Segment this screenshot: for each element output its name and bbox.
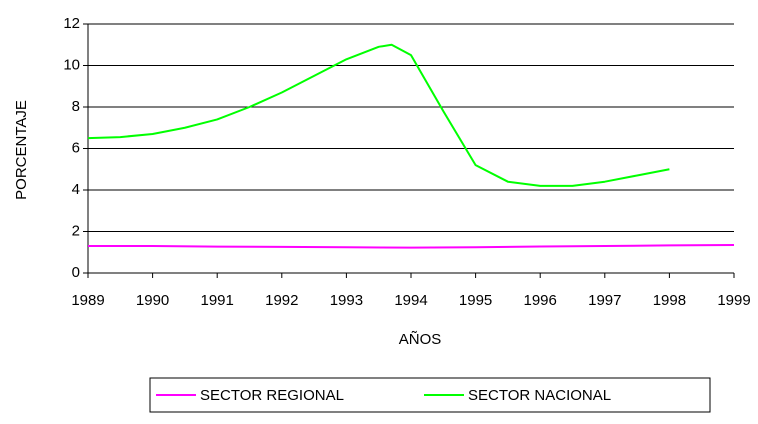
x-tick-label: 1994 <box>394 292 427 309</box>
y-axis-label: PORCENTAJE <box>13 100 30 200</box>
x-tick-label: 1989 <box>71 292 104 309</box>
x-tick-label: 1995 <box>459 292 492 309</box>
x-tick-label: 1998 <box>653 292 686 309</box>
series-line <box>88 243 735 249</box>
legend-label: SECTOR REGIONAL <box>200 387 344 404</box>
x-tick-label: 1996 <box>524 292 557 309</box>
y-tick-label: 8 <box>72 98 80 115</box>
y-tick-label: 6 <box>72 139 80 156</box>
x-tick-label: 1999 <box>717 292 750 309</box>
x-axis-label: AÑOS <box>399 331 442 348</box>
y-tick-label: 2 <box>72 222 80 239</box>
x-tick-label: 1991 <box>201 292 234 309</box>
x-tick-label: 1992 <box>265 292 298 309</box>
y-tick-label: 0 <box>72 264 80 281</box>
x-tick-label: 1993 <box>330 292 363 309</box>
x-tick-label: 1990 <box>136 292 169 309</box>
y-tick-label: 12 <box>63 15 80 32</box>
x-tick-label: 1997 <box>588 292 621 309</box>
series-line <box>87 43 670 187</box>
y-tick-label: 10 <box>63 56 80 73</box>
legend-label: SECTOR NACIONAL <box>468 387 611 404</box>
y-tick-label: 4 <box>72 181 80 198</box>
